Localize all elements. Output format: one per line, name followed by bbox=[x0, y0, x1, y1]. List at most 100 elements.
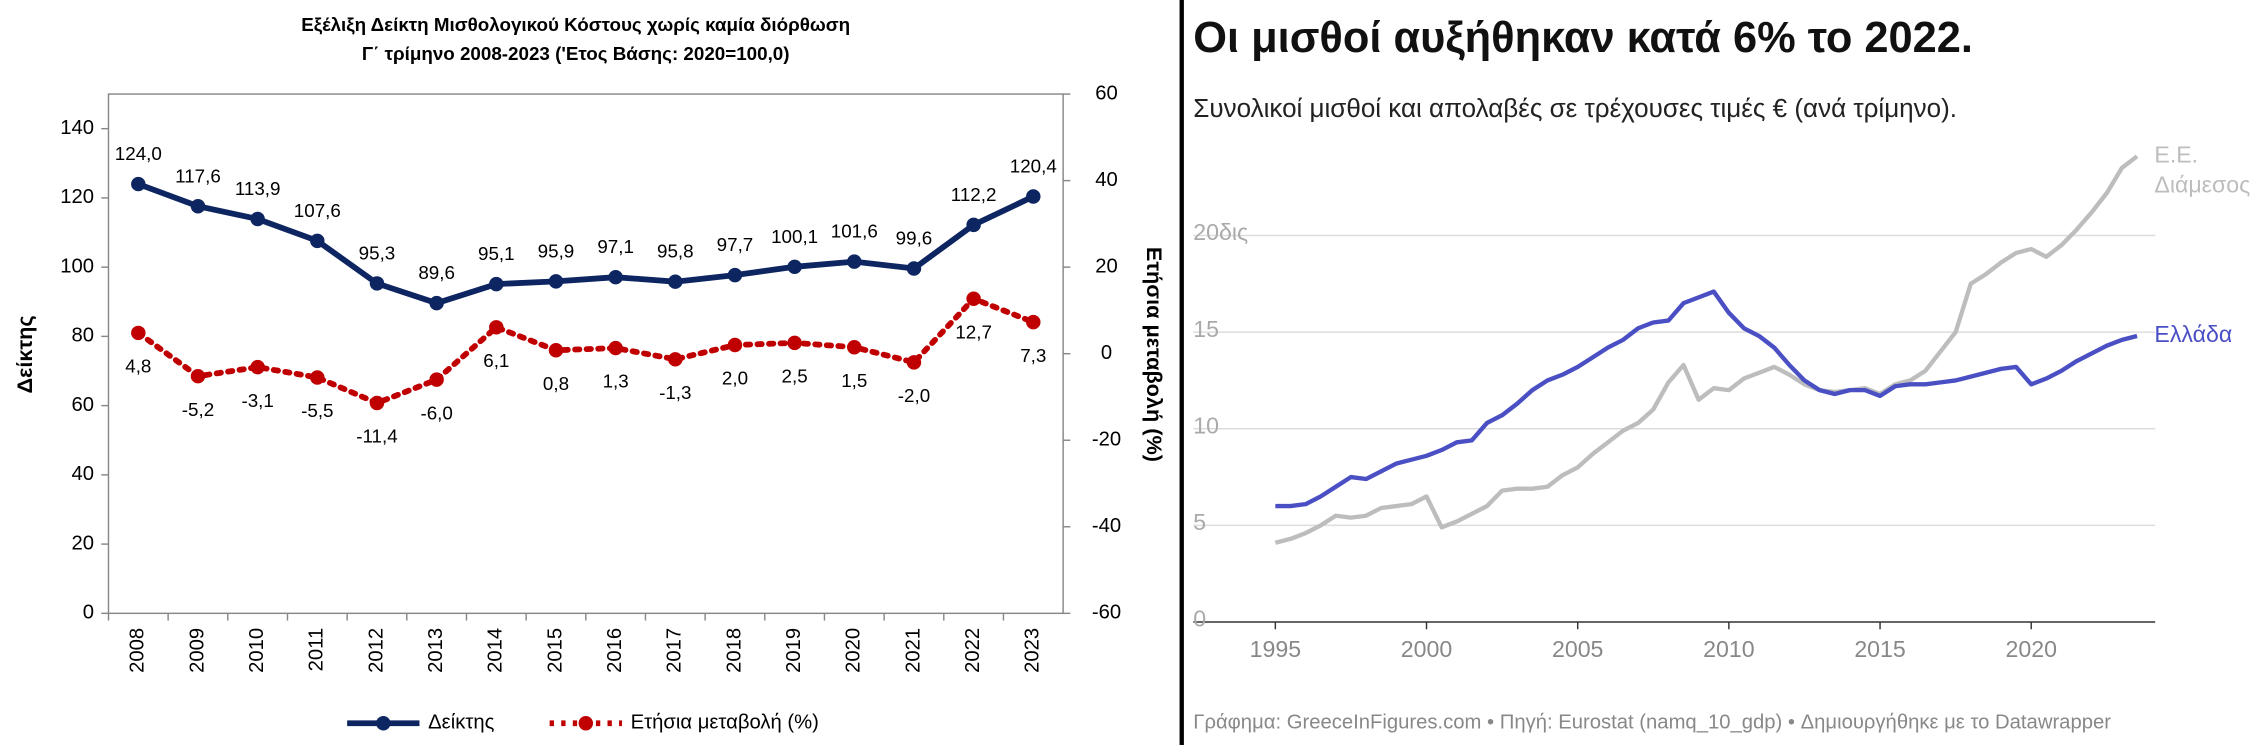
y2-tick-label: 40 bbox=[1095, 169, 1118, 191]
value-label: 97,1 bbox=[597, 236, 634, 257]
value-label: 113,9 bbox=[235, 178, 281, 199]
x-tick-label: 2010 bbox=[1703, 636, 1754, 662]
y-tick-label: 5 bbox=[1193, 509, 1206, 535]
point bbox=[131, 176, 146, 192]
x-tick-label: 2009 bbox=[186, 628, 208, 673]
point bbox=[966, 291, 981, 306]
value-label: 1,3 bbox=[603, 371, 629, 392]
point bbox=[668, 274, 683, 289]
x-tick-label: 2008 bbox=[127, 628, 149, 673]
x-tick-label: 2020 bbox=[843, 628, 865, 673]
point bbox=[369, 395, 385, 411]
value-label: 0,8 bbox=[543, 373, 569, 394]
point bbox=[131, 325, 146, 341]
y-tick-label: 100 bbox=[60, 255, 94, 277]
value-label: -5,2 bbox=[182, 399, 214, 420]
right-subtitle: Συνολικοί μισθοί και απολαβές σε τρέχουσ… bbox=[1193, 93, 1957, 123]
point bbox=[1026, 189, 1041, 204]
x-tick-label: 2015 bbox=[1854, 636, 1905, 662]
x-tick-label: 2019 bbox=[783, 628, 805, 673]
x-tick-label: 2010 bbox=[246, 628, 268, 673]
point bbox=[489, 320, 504, 335]
point bbox=[727, 267, 743, 283]
value-label: 89,6 bbox=[418, 262, 455, 283]
y-tick-label: 20 bbox=[71, 532, 94, 554]
value-label: 4,8 bbox=[125, 356, 151, 377]
series-line bbox=[135, 295, 1037, 407]
x-tick-label: 2020 bbox=[2005, 636, 2056, 662]
legend-marker bbox=[578, 716, 594, 731]
point bbox=[966, 217, 981, 233]
value-label: -2,0 bbox=[898, 385, 930, 406]
legend-label: Ετήσια μεταβολή (%) bbox=[631, 712, 819, 734]
y2-tick-label: 20 bbox=[1095, 255, 1118, 277]
point bbox=[668, 352, 683, 367]
series-line bbox=[1275, 289, 2138, 509]
point bbox=[548, 343, 564, 358]
point bbox=[787, 259, 802, 275]
point bbox=[1026, 314, 1041, 330]
x-tick-label: 2005 bbox=[1552, 636, 1603, 662]
x-tick-label: 2012 bbox=[365, 628, 387, 673]
value-label: 95,3 bbox=[359, 242, 396, 263]
point bbox=[548, 274, 564, 289]
value-label: -3,1 bbox=[241, 390, 273, 411]
x-tick-label: 1995 bbox=[1250, 636, 1301, 662]
value-label: -11,4 bbox=[356, 426, 397, 447]
point bbox=[190, 368, 206, 384]
point bbox=[787, 335, 802, 351]
series-label: Ε.Ε. Διάμεσος bbox=[2154, 141, 2250, 197]
value-label: 97,7 bbox=[717, 234, 754, 255]
y-tick-label: 0 bbox=[83, 602, 94, 624]
x-tick-label: 2017 bbox=[664, 628, 686, 673]
value-label: 12,7 bbox=[955, 321, 992, 342]
point bbox=[429, 372, 444, 387]
point bbox=[608, 340, 623, 356]
x-tick-label: 2022 bbox=[962, 628, 984, 673]
x-tick-label: 2021 bbox=[902, 628, 924, 673]
left-subtitle: Γ΄ τρίμηνο 2008-2023 ('Ετος Βάσης: 2020=… bbox=[362, 43, 790, 64]
point bbox=[906, 355, 922, 370]
y-tick-label: 120 bbox=[60, 186, 94, 208]
x-tick-label: 2016 bbox=[604, 628, 626, 673]
value-label: 7,3 bbox=[1020, 345, 1046, 366]
y-tick-label: 20δις bbox=[1193, 219, 1248, 245]
point bbox=[369, 276, 385, 291]
value-label: 95,8 bbox=[657, 241, 694, 262]
y2-tick-label: -60 bbox=[1092, 602, 1121, 624]
point bbox=[489, 276, 504, 292]
x-tick-label: 2013 bbox=[425, 628, 447, 673]
x-tick-label: 2018 bbox=[723, 628, 745, 673]
point bbox=[250, 359, 265, 375]
footer: Γράφημα: GreeceInFigures.com • Πηγή: Eur… bbox=[1193, 712, 2111, 734]
point bbox=[847, 339, 862, 355]
point bbox=[190, 198, 206, 214]
value-label: 2,0 bbox=[722, 368, 748, 389]
value-label: 124,0 bbox=[115, 143, 162, 164]
series-line bbox=[135, 181, 1037, 307]
y-axis-label: Δείκτης bbox=[12, 315, 37, 393]
point bbox=[727, 337, 743, 353]
series-line bbox=[1274, 154, 2139, 545]
y2-tick-label: -40 bbox=[1092, 515, 1121, 537]
legend-label: Δείκτης bbox=[428, 712, 494, 734]
point bbox=[310, 370, 325, 385]
value-label: 120,4 bbox=[1010, 156, 1057, 177]
y2-tick-label: 0 bbox=[1101, 342, 1112, 364]
y2-axis-label: Ετήσια μεταβολή (%) bbox=[1142, 247, 1167, 462]
value-label: 112,2 bbox=[951, 184, 997, 205]
x-tick-label: 2000 bbox=[1401, 636, 1452, 662]
y-tick-label: 80 bbox=[71, 325, 94, 347]
y-tick-label: 0 bbox=[1193, 606, 1206, 632]
left-title: Εξέλιξη Δείκτη Μισθολογικού Κόστους χωρί… bbox=[301, 14, 850, 36]
y-tick-label: 60 bbox=[71, 394, 94, 416]
value-label: 107,6 bbox=[294, 200, 341, 221]
y-tick-label: 10 bbox=[1193, 412, 1219, 438]
series-label: Ελλάδα bbox=[2154, 321, 2232, 347]
value-label: 6,1 bbox=[483, 350, 509, 371]
value-label: -5,5 bbox=[301, 400, 333, 421]
y-tick-label: 40 bbox=[71, 463, 94, 485]
value-label: 95,9 bbox=[538, 240, 575, 261]
